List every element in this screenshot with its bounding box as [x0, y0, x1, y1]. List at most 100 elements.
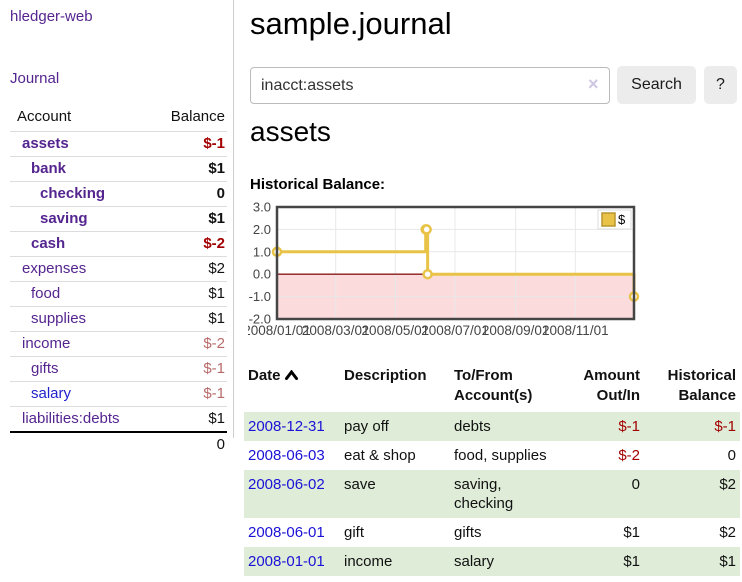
transaction-amount: $-1 [618, 418, 640, 435]
accounts-table: Account Balance assets $-1 bank $1 check… [10, 104, 227, 457]
svg-text:2008/01/01: 2008/01/01 [248, 323, 311, 338]
account-balance: $-1 [148, 131, 227, 157]
svg-text:1.0: 1.0 [253, 244, 271, 259]
account-row: saving $1 [10, 206, 227, 232]
account-link[interactable]: food [31, 285, 61, 302]
transaction-accounts: salary [454, 553, 495, 570]
clear-search-icon[interactable]: × [588, 74, 599, 94]
transaction-row: 2008-12-31 pay off debts $-1 $-1 [244, 412, 740, 441]
account-link[interactable]: salary [31, 385, 72, 402]
account-link[interactable]: liabilities:debts [22, 410, 120, 427]
svg-text:2008/11/01: 2008/11/01 [542, 323, 609, 338]
chart-title: Historical Balance: [250, 176, 386, 193]
transaction-date-link[interactable]: 2008-06-01 [248, 524, 325, 541]
transactions-column-header: Amount Out/In [583, 367, 640, 404]
account-row: gifts $-1 [10, 356, 227, 382]
account-link[interactable]: assets [22, 135, 69, 152]
transaction-date-link[interactable]: 2008-12-31 [248, 418, 325, 435]
account-balance: $2 [148, 256, 227, 282]
account-row: expenses $2 [10, 256, 227, 282]
transaction-accounts: saving, checking [454, 476, 514, 512]
transactions-table: Date Description To/From Account(s) Amount Ou… [244, 362, 740, 576]
transaction-date-link[interactable]: 2008-06-03 [248, 447, 325, 464]
transactions-column-header: Historical Balance [667, 367, 736, 404]
sidebar-divider [233, 0, 234, 438]
transaction-row: 2008-06-03 eat & shop food, supplies $-2… [244, 441, 740, 470]
account-balance: $1 [148, 406, 227, 432]
account-balance: $1 [148, 306, 227, 332]
svg-text:2008/07/01: 2008/07/01 [421, 323, 489, 338]
accounts-body: assets $-1 bank $1 checking 0 saving $1 … [10, 131, 227, 432]
transaction-amount: $1 [623, 553, 640, 570]
sidebar-item-journal[interactable]: Journal [10, 70, 60, 87]
transaction-description: pay off [344, 418, 389, 435]
account-balance: $1 [148, 206, 227, 232]
svg-text:2.0: 2.0 [253, 222, 271, 237]
historical-balance-chart: $3.0 2.0 1.0 0.0 -1.0 -2.02008/01/012008/03/0… [243, 200, 640, 338]
transaction-accounts: gifts [454, 524, 482, 541]
account-link[interactable]: expenses [22, 260, 87, 277]
svg-text:2008/05/01: 2008/05/01 [362, 323, 430, 338]
account-link[interactable]: income [22, 335, 71, 352]
account-balance: $-1 [148, 381, 227, 407]
accounts-header-balance: Balance [170, 108, 225, 125]
account-balance: $-2 [148, 231, 227, 257]
transaction-description: income [344, 553, 393, 570]
transaction-accounts: food, supplies [454, 447, 547, 464]
account-link[interactable]: supplies [31, 310, 87, 327]
account-link[interactable]: checking [40, 185, 106, 202]
transactions-column-header: Description [344, 367, 427, 384]
transaction-amount: $1 [623, 524, 640, 541]
account-row: cash $-2 [10, 231, 227, 257]
account-balance: $-1 [148, 356, 227, 382]
svg-text:2008/09/01: 2008/09/01 [482, 323, 550, 338]
account-link[interactable]: saving [40, 210, 88, 227]
transaction-balance: $1 [719, 553, 736, 570]
transaction-date-link[interactable]: 2008-06-02 [248, 476, 325, 493]
transaction-balance: $-1 [714, 418, 736, 435]
transaction-row: 2008-06-01 gift gifts $1 $2 [244, 518, 740, 547]
transactions-column-header: To/From Account(s) [454, 367, 533, 404]
sort-ascending-icon[interactable] [284, 370, 298, 380]
svg-text:-2.0: -2.0 [249, 312, 271, 327]
transactions-body: 2008-12-31 pay off debts $-1 $-1 2008-06… [244, 412, 740, 576]
svg-text:$: $ [618, 212, 626, 227]
help-button[interactable]: ? [704, 66, 737, 104]
accounts-total-row: 0 [10, 431, 227, 457]
account-row: supplies $1 [10, 306, 227, 332]
account-heading: assets [250, 116, 331, 147]
svg-text:-1.0: -1.0 [249, 289, 271, 304]
transactions-column-header[interactable]: Date [244, 362, 340, 412]
app-brand-link[interactable]: hledger-web [10, 8, 93, 25]
svg-text:0.0: 0.0 [253, 267, 271, 282]
account-balance: 0 [148, 181, 227, 207]
account-row: income $-2 [10, 331, 227, 357]
account-row: checking 0 [10, 181, 227, 207]
account-row: food $1 [10, 281, 227, 307]
accounts-header-account: Account [17, 108, 72, 125]
transaction-amount: $-2 [618, 447, 640, 464]
account-row: liabilities:debts $1 [10, 406, 227, 432]
accounts-total-balance: 0 [148, 431, 227, 457]
transaction-date-link[interactable]: 2008-01-01 [248, 553, 325, 570]
search-input[interactable] [250, 67, 610, 104]
transaction-description: gift [344, 524, 365, 541]
account-row: bank $1 [10, 156, 227, 182]
sidebar: hledger-web Journal Account Balance asse… [0, 0, 233, 582]
chart-container: $3.0 2.0 1.0 0.0 -1.0 -2.0 2008/01/01 2008/03/0… [243, 200, 648, 345]
search-button[interactable]: Search [617, 66, 696, 104]
account-row: salary $-1 [10, 381, 227, 407]
svg-text:3.0: 3.0 [253, 200, 271, 215]
account-link[interactable]: cash [31, 235, 66, 252]
account-row: assets $-1 [10, 131, 227, 157]
svg-text:2008/03/01: 2008/03/01 [302, 323, 370, 338]
transaction-row: 2008-06-02 save saving, checking 0 $2 [244, 470, 740, 518]
account-balance: $1 [148, 156, 227, 182]
account-link[interactable]: gifts [31, 360, 59, 377]
account-link[interactable]: bank [31, 160, 67, 177]
transaction-description: eat & shop [344, 447, 416, 464]
transaction-accounts: debts [454, 418, 491, 435]
main-panel: sample.journal × Search ? assets Histori… [243, 0, 742, 582]
transaction-amount: 0 [631, 476, 640, 493]
account-balance: $1 [148, 281, 227, 307]
